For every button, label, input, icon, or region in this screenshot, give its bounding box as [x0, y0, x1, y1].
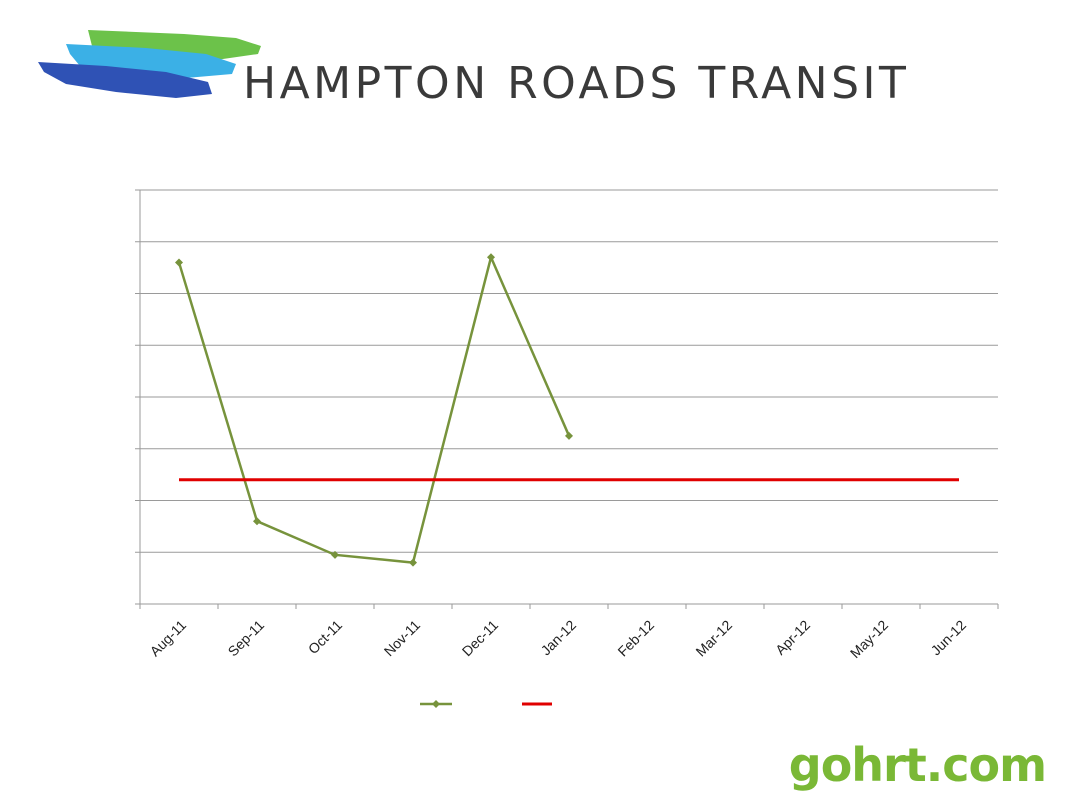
x-tick-label: Feb-12 [614, 617, 657, 660]
series-1-point [331, 550, 339, 559]
series-1-point [565, 431, 573, 440]
x-tick-label: Nov-11 [381, 617, 424, 660]
x-tick-label: Jan-12 [538, 617, 580, 659]
x-tick-label: Jun-12 [928, 617, 970, 659]
series-1-point [253, 517, 261, 526]
x-tick-label: Mar-12 [692, 617, 735, 660]
hrt-logo-graphic [38, 30, 261, 98]
x-tick-label: Aug-11 [147, 617, 190, 660]
logo-blue-stroke [38, 62, 212, 98]
series-1-point [175, 258, 183, 267]
x-tick-label: Oct-11 [305, 617, 345, 657]
x-tick-label: Sep-11 [225, 617, 268, 660]
x-tick-label: May-12 [847, 617, 891, 661]
website-url[interactable]: gohrt.com [788, 738, 1047, 792]
logo-wordmark: HAMPTON ROADS TRANSIT [243, 58, 910, 109]
series-1-line [177, 253, 571, 564]
x-tick-label: Apr-12 [772, 617, 813, 658]
series-1-point [487, 253, 495, 262]
series-1-point [409, 558, 417, 567]
legend-series-1-marker [432, 700, 440, 708]
x-tick-label: Dec-11 [459, 617, 502, 660]
